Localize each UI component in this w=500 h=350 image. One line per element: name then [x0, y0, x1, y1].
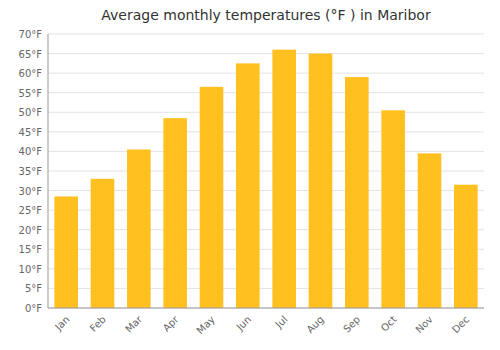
y-tick-label: 40°F	[19, 146, 43, 157]
bar	[272, 50, 296, 308]
y-axis-line	[48, 34, 49, 308]
x-tick-label: Oct	[379, 314, 399, 334]
y-tick-label: 5°F	[25, 283, 42, 294]
bars	[54, 50, 477, 308]
x-tick-label: Mar	[123, 313, 145, 335]
grid-line	[48, 112, 484, 113]
x-tick-label: Apr	[161, 313, 182, 334]
y-tick-label: 60°F	[19, 68, 43, 79]
x-tick-label: May	[195, 314, 217, 336]
bar	[200, 87, 224, 308]
bar	[163, 118, 187, 308]
grid-line	[48, 53, 484, 54]
grid-line	[48, 92, 484, 93]
y-tick-label: 50°F	[19, 107, 43, 118]
y-tick-label: 25°F	[19, 205, 43, 216]
bar	[236, 63, 260, 308]
bar	[309, 54, 333, 308]
title: Average monthly temperatures (°F ) in Ma…	[101, 7, 431, 23]
bar	[418, 153, 442, 308]
x-tick-label: Jun	[234, 314, 254, 334]
y-tick-label: 55°F	[19, 88, 43, 99]
bar	[381, 110, 405, 308]
y-tick-label: 65°F	[19, 49, 43, 60]
bar	[454, 185, 478, 308]
grid-line	[48, 34, 484, 35]
y-axis: 0°F 5°F 10°F 15°F 20°F 25°F 30°F 35°F 40°F 45°F 50…	[19, 29, 43, 314]
grid	[48, 34, 484, 308]
bar	[91, 179, 115, 308]
bar	[345, 77, 369, 308]
y-tick-label: 10°F	[19, 264, 43, 275]
y-tick-label: 20°F	[19, 225, 43, 236]
grid-line	[48, 131, 484, 132]
y-tick-label: 15°F	[19, 244, 43, 255]
x-tick-label: Nov	[413, 314, 435, 336]
grid-line	[48, 308, 484, 309]
bar	[127, 149, 151, 308]
y-tick-label: 70°F	[19, 29, 43, 40]
x-tick-label: Feb	[88, 314, 108, 334]
y-tick-label: 35°F	[19, 166, 43, 177]
bar	[54, 196, 78, 308]
grid-line	[48, 73, 484, 74]
x-axis-line	[48, 308, 484, 309]
x-axis: Jan Feb Mar Apr May Jun Jul Aug Sep Oct Nov Dec	[52, 313, 471, 336]
x-tick-label: Aug	[304, 314, 326, 336]
y-tick-label: 0°F	[25, 303, 42, 314]
x-tick-label: Sep	[341, 314, 362, 335]
x-tick-label: Dec	[450, 314, 471, 335]
y-tick-label: 30°F	[19, 186, 43, 197]
x-tick-label: Jan	[52, 314, 71, 333]
x-tick-label: Jul	[273, 314, 290, 331]
y-tick-label: 45°F	[19, 127, 43, 138]
chart: Average monthly temperatures (°F ) in Ma…	[0, 0, 500, 350]
grid-line	[48, 151, 484, 152]
